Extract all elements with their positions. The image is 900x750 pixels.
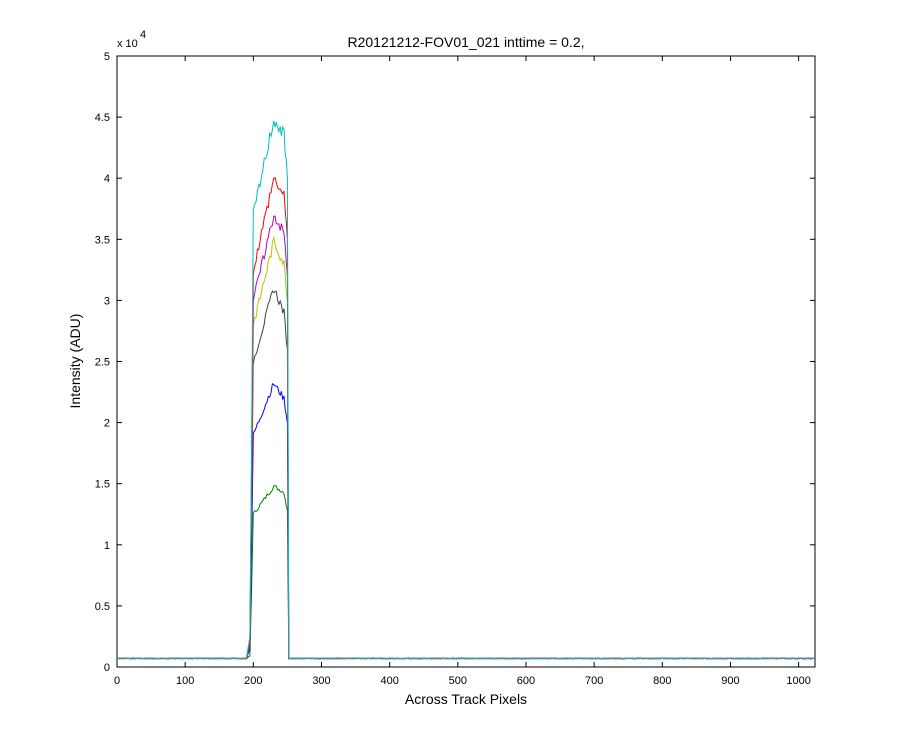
x-tick-label: 600 bbox=[517, 675, 535, 687]
x-tick-label: 400 bbox=[380, 675, 398, 687]
x-tick-label: 1000 bbox=[786, 675, 810, 687]
y-tick-label: 0.5 bbox=[95, 601, 110, 613]
y-tick-label: 1 bbox=[104, 540, 110, 552]
x-tick-label: 0 bbox=[114, 675, 120, 687]
y-tick-label: 3 bbox=[104, 295, 110, 307]
y-tick-label: 3.5 bbox=[95, 234, 110, 246]
y-tick-label: 4 bbox=[104, 173, 110, 185]
series-line-7 bbox=[116, 120, 816, 660]
x-tick-label: 800 bbox=[653, 675, 671, 687]
x-tick-label: 900 bbox=[721, 675, 739, 687]
y-multiplier-label: x 10 bbox=[117, 38, 138, 50]
y-tick-label: 5 bbox=[104, 51, 110, 63]
y-axis: 0 0.5 1 1.5 2 2.5 3 3.5 4 4.5 5 bbox=[95, 51, 815, 674]
x-axis-label: Across Track Pixels bbox=[405, 691, 527, 707]
y-tick-label: 0 bbox=[104, 662, 110, 674]
x-tick-label: 100 bbox=[176, 675, 194, 687]
x-tick-label: 500 bbox=[449, 675, 467, 687]
x-tick-label: 200 bbox=[244, 675, 262, 687]
plot-area bbox=[116, 55, 816, 668]
series-layer bbox=[116, 120, 816, 660]
y-tick-label: 4.5 bbox=[95, 112, 110, 124]
y-axis-label: Intensity (ADU) bbox=[67, 314, 83, 409]
y-tick-label: 2.5 bbox=[95, 357, 110, 369]
x-axis: 0 100 200 300 400 500 600 700 800 900 1000 bbox=[114, 56, 811, 687]
y-multiplier-exponent: 4 bbox=[140, 29, 146, 41]
y-tick-label: 2 bbox=[104, 418, 110, 430]
x-tick-label: 300 bbox=[312, 675, 330, 687]
chart-title: R20121212-FOV01_021 inttime = 0.2, bbox=[348, 34, 585, 50]
y-tick-label: 1.5 bbox=[95, 479, 110, 491]
x-tick-label: 700 bbox=[585, 675, 603, 687]
